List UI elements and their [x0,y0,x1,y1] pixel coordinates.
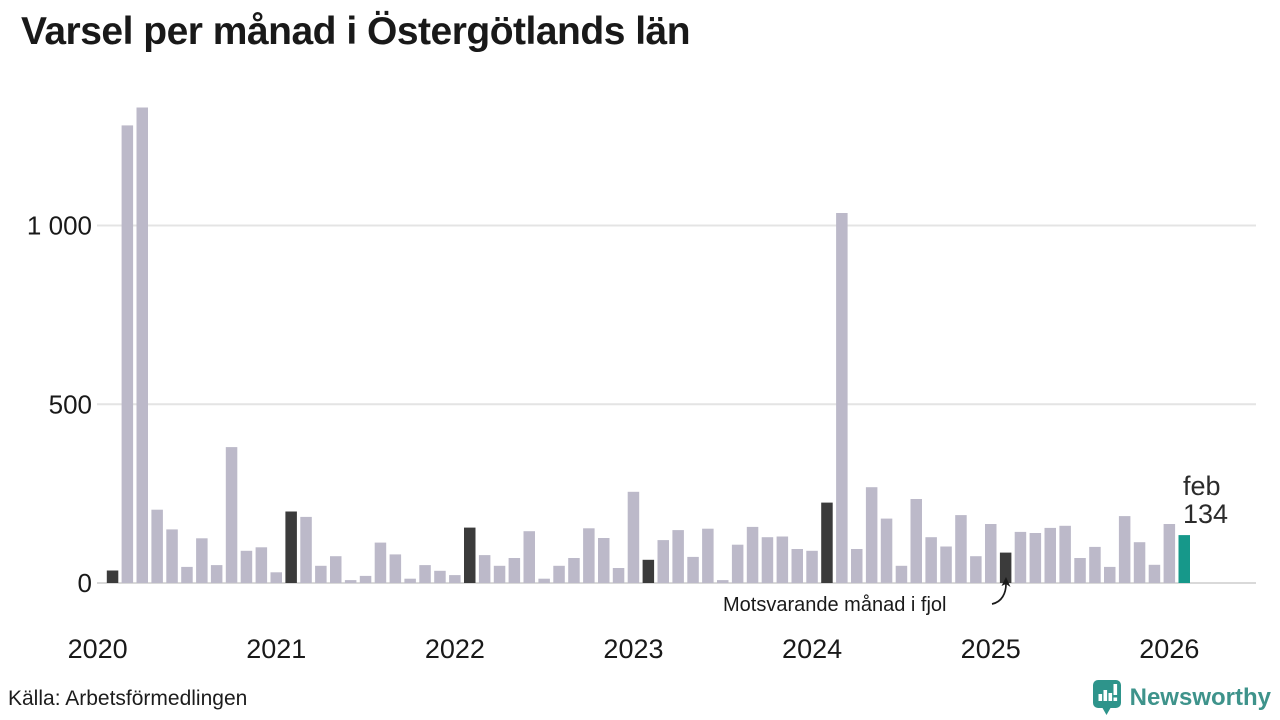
bar-nov-2025 [1133,542,1146,583]
bar-feb-2025 [999,552,1012,583]
brand-footer: Newsworthy [1092,679,1271,716]
bar-jun-2022 [523,531,535,583]
x-year-label-2026: 2026 [1139,634,1199,664]
bar-nov-2022 [598,538,610,583]
bar-okt-2023 [761,537,774,583]
bar-dec-2022 [612,568,625,583]
bar-sep-2021 [389,554,402,583]
bar-okt-2022 [583,528,595,583]
chart-title: Varsel per månad i Östergötlands län [21,10,691,53]
bar-jan-2026 [1163,524,1176,583]
bar-jul-2024 [895,565,908,583]
x-year-label-2023: 2023 [603,634,663,664]
bar-apr-2022 [493,565,506,583]
bar-nov-2020 [240,550,253,583]
x-year-label-2024: 2024 [782,634,842,664]
bar-aug-2022 [553,565,565,583]
bar-aug-2021 [374,542,387,583]
current-bar-month: feb [1183,471,1221,501]
bar-mar-2023 [657,540,669,583]
bar-jan-2024 [806,550,818,583]
bar-jan-2025 [985,524,997,583]
annotation-arrow-icon [991,577,1011,605]
bar-feb-2021 [285,511,297,583]
bar-okt-2025 [1118,516,1131,583]
bar-jan-2021 [270,572,282,583]
bar-mar-2022 [478,555,491,583]
bar-feb-2026 [1178,535,1190,583]
bar-jul-2023 [717,580,729,583]
bar-sep-2022 [568,558,580,583]
bar-dec-2023 [791,549,803,583]
bar-mar-2024 [836,213,848,583]
bar-nov-2024 [955,515,967,583]
bar-jul-2021 [359,575,372,583]
y-tick-label-500: 500 [49,389,92,419]
bar-jul-2020 [181,566,193,583]
bar-jun-2024 [880,518,893,583]
bar-okt-2024 [940,546,952,583]
bar-dec-2021 [434,570,446,583]
bar-mar-2025 [1014,531,1027,583]
bar-aug-2020 [196,538,208,583]
bar-nov-2023 [776,536,789,583]
bar-jul-2022 [538,578,550,583]
bar-dec-2024 [970,556,982,583]
bar-feb-2024 [821,502,833,583]
bar-okt-2021 [404,578,416,583]
bar-aug-2025 [1089,546,1101,583]
bar-sep-2024 [925,537,937,583]
bar-feb-2023 [642,559,655,583]
bar-maj-2024 [865,487,878,583]
bar-apr-2023 [672,530,684,583]
bar-nov-2021 [419,565,431,583]
bar-jan-2023 [627,491,640,583]
bar-jun-2020 [166,529,178,583]
bar-aug-2024 [910,499,922,583]
bar-sep-2020 [210,565,223,583]
bar-jun-2025 [1059,525,1071,583]
bar-feb-2020 [106,570,119,583]
x-year-label-2022: 2022 [425,634,485,664]
bar-okt-2020 [225,447,238,583]
bar-jun-2021 [344,580,357,583]
bar-feb-2022 [464,527,476,583]
bar-dec-2025 [1148,564,1161,583]
source-attribution: Källa: Arbetsförmedlingen [8,687,248,710]
x-year-label-2025: 2025 [961,634,1021,664]
bar-aug-2023 [731,544,744,583]
bar-jul-2025 [1074,558,1086,583]
bar-sep-2023 [746,526,759,583]
bar-maj-2023 [687,556,699,583]
bar-apr-2024 [851,549,863,583]
brand-name: Newsworthy [1129,683,1271,711]
bar-jun-2023 [702,528,714,583]
bar-maj-2025 [1044,527,1056,583]
x-year-label-2020: 2020 [68,634,128,664]
bar-jan-2022 [449,575,461,583]
current-bar-value: 134 [1183,499,1229,529]
bar-maj-2021 [330,556,342,583]
current-bar-label: feb 134 [1183,472,1228,528]
bar-mar-2020 [121,125,134,584]
bar-maj-2022 [508,558,521,583]
newsworthy-logo-icon [1092,680,1121,715]
bar-apr-2021 [315,565,327,583]
annotation-text: Motsvarande månad i fjol [723,594,947,616]
y-tick-label-1000: 1 000 [27,211,92,241]
y-tick-label-0: 0 [78,568,92,598]
bar-mar-2021 [300,516,312,583]
bar-apr-2020 [136,107,148,583]
bar-sep-2025 [1104,566,1116,583]
bar-dec-2020 [255,547,268,584]
x-year-label-2021: 2021 [246,634,306,664]
bar-maj-2020 [151,509,163,583]
bar-apr-2025 [1029,533,1042,583]
